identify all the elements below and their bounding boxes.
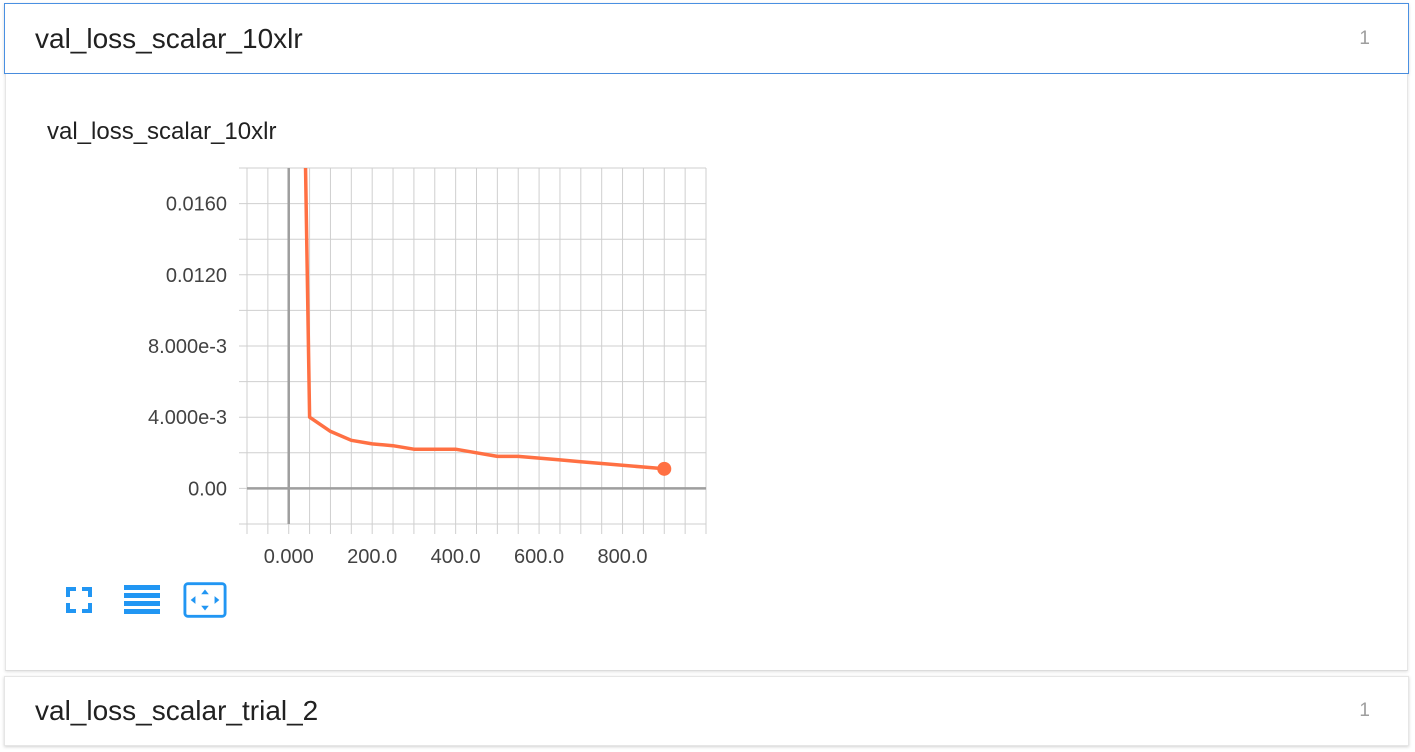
y-tick-label: 4.000e-3 <box>148 407 227 429</box>
section-title: val_loss_scalar_trial_2 <box>35 695 319 726</box>
x-tick-label: 400.0 <box>431 546 481 568</box>
y-tick-label: 8.000e-3 <box>148 336 227 358</box>
section-count: 1 <box>1359 700 1370 721</box>
list-icon <box>124 585 160 614</box>
chart-title: val_loss_scalar_10xlr <box>47 118 277 145</box>
section-title: val_loss_scalar_10xlr <box>35 22 303 54</box>
section-header-trial-2[interactable]: val_loss_scalar_trial_2 1 <box>4 676 1409 746</box>
fit-domain-icon <box>183 582 227 618</box>
y-tick-label: 0.0120 <box>166 265 227 287</box>
toggle-log-scale-button[interactable] <box>120 581 164 619</box>
fit-domain-button[interactable] <box>183 581 227 619</box>
section-count: 1 <box>1359 27 1370 49</box>
y-tick-label: 0.0160 <box>166 194 227 216</box>
chart-card: val_loss_scalar_10xlr 0.00 4.000e-3 8.000e… <box>5 74 1408 671</box>
x-tick-label: 200.0 <box>347 546 397 568</box>
fullscreen-icon <box>66 587 92 613</box>
series-line <box>303 168 665 471</box>
y-tick-label: 0.00 <box>188 478 227 500</box>
x-tick-label: 0.000 <box>264 546 314 568</box>
line-chart[interactable]: 0.00 4.000e-3 8.000e-3 0.0120 0.0160 0.000 200… <box>6 74 1406 634</box>
x-tick-label: 600.0 <box>514 546 564 568</box>
section-header-10xlr[interactable]: val_loss_scalar_10xlr 1 <box>4 3 1409 74</box>
fullscreen-button[interactable] <box>57 581 101 619</box>
x-tick-label: 800.0 <box>598 546 648 568</box>
last-point-marker <box>657 461 672 476</box>
